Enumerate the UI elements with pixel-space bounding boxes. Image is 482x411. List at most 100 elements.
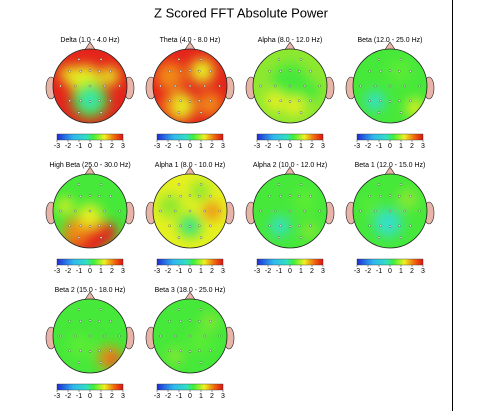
colorbar-tick-label: -2 bbox=[265, 143, 271, 150]
electrode bbox=[77, 111, 81, 114]
colorbar bbox=[256, 258, 324, 266]
electrode bbox=[118, 84, 121, 88]
electrode bbox=[268, 224, 271, 228]
electrode bbox=[88, 69, 92, 72]
field-blobs bbox=[362, 189, 418, 237]
colorbar bbox=[256, 133, 324, 141]
topo-map: Delta (1.0 - 4.0 Hz) -3 -2 -1 0 1 2 3 bbox=[45, 37, 135, 150]
colorbar-tick-label: 3 bbox=[421, 143, 425, 150]
electrode bbox=[118, 334, 121, 338]
electrode bbox=[59, 334, 62, 338]
electrode bbox=[203, 334, 207, 338]
electrode bbox=[199, 308, 203, 311]
colorbar-tick-label: 1 bbox=[299, 143, 303, 150]
electrode bbox=[209, 224, 212, 228]
field-blobs bbox=[60, 65, 119, 118]
electrode bbox=[198, 99, 201, 103]
electrode bbox=[309, 194, 312, 198]
colorbar-tick-label: 3 bbox=[221, 268, 225, 275]
electrode bbox=[98, 320, 101, 323]
field-blob bbox=[93, 221, 117, 245]
electrode bbox=[318, 84, 321, 88]
electrode bbox=[68, 194, 71, 198]
electrode bbox=[288, 100, 292, 103]
electrode bbox=[288, 84, 292, 88]
colorbar-tick-label: -1 bbox=[376, 143, 382, 150]
electrode bbox=[409, 224, 412, 228]
electrode bbox=[418, 209, 421, 213]
electrode bbox=[188, 225, 192, 228]
electrode bbox=[298, 194, 301, 198]
colorbar-tick-label: 1 bbox=[99, 268, 103, 275]
electrode bbox=[188, 209, 192, 213]
field-blobs bbox=[156, 59, 222, 120]
electrode bbox=[103, 84, 107, 88]
electrode bbox=[77, 236, 81, 239]
map-title: High Beta (25.0 - 30.0 Hz) bbox=[49, 162, 130, 169]
colorbar-tick-label: -3 bbox=[154, 268, 160, 275]
electrode bbox=[159, 84, 162, 88]
electrode bbox=[179, 320, 182, 323]
electrode bbox=[303, 209, 306, 213]
electrode bbox=[198, 69, 201, 73]
colorbar-tick-label: 0 bbox=[388, 268, 392, 275]
electrode bbox=[399, 236, 403, 239]
electrode bbox=[379, 194, 382, 198]
colorbar-tick-label: 2 bbox=[310, 143, 314, 150]
electrode bbox=[374, 84, 377, 88]
electrode bbox=[109, 224, 112, 228]
electrode bbox=[59, 209, 62, 213]
electrode bbox=[279, 224, 282, 228]
electrode bbox=[73, 84, 77, 88]
electrode bbox=[218, 334, 221, 338]
field-blobs bbox=[158, 181, 221, 238]
electrode bbox=[77, 308, 81, 311]
electrode bbox=[159, 209, 162, 213]
electrode bbox=[168, 99, 171, 103]
electrode bbox=[173, 209, 177, 213]
electrode bbox=[188, 350, 192, 353]
electrode bbox=[298, 99, 301, 103]
electrode bbox=[68, 349, 71, 352]
electrode bbox=[299, 111, 303, 114]
electrode bbox=[388, 225, 392, 228]
electrode bbox=[299, 58, 303, 61]
electrode bbox=[268, 194, 271, 198]
colorbar-tick-label: 3 bbox=[421, 268, 425, 275]
field-blob bbox=[158, 194, 182, 218]
head-outline bbox=[352, 173, 428, 249]
electrode bbox=[399, 183, 403, 186]
electrode bbox=[218, 209, 221, 213]
electrode bbox=[177, 236, 181, 239]
electrode bbox=[103, 209, 107, 213]
electrode bbox=[98, 349, 101, 352]
map-title: Beta (12.0 - 25.0 Hz) bbox=[358, 37, 423, 44]
field-blob bbox=[265, 91, 285, 111]
colorbar-tick-label: 0 bbox=[88, 143, 92, 150]
head-outline bbox=[252, 173, 328, 249]
electrode bbox=[99, 361, 103, 364]
electrode bbox=[279, 194, 282, 198]
electrode bbox=[168, 194, 171, 198]
colorbar-tick-label: 0 bbox=[188, 393, 192, 400]
electrode bbox=[299, 183, 303, 186]
electrode bbox=[188, 84, 192, 88]
field-blob bbox=[166, 92, 194, 120]
map-title: Beta 3 (18.0 - 25.0 Hz) bbox=[155, 287, 226, 294]
colorbar bbox=[156, 258, 224, 266]
head-outline bbox=[52, 298, 128, 374]
colorbar-tick-label: 1 bbox=[299, 268, 303, 275]
colorbar-tick-label: 2 bbox=[110, 393, 114, 400]
field-blob bbox=[203, 202, 221, 220]
colorbar-tick-label: 0 bbox=[88, 393, 92, 400]
electrode bbox=[368, 224, 371, 228]
electrode bbox=[168, 349, 171, 352]
electrode bbox=[203, 209, 207, 213]
colorbar bbox=[156, 133, 224, 141]
power-field bbox=[353, 174, 427, 248]
colorbar-tick-label: -2 bbox=[365, 268, 371, 275]
topo-map: High Beta (25.0 - 30.0 Hz) -3 -2 -1 0 1 2 3 bbox=[45, 162, 135, 275]
map-title: Beta 1 (12.0 - 15.0 Hz) bbox=[355, 162, 426, 169]
electrode bbox=[168, 320, 171, 323]
electrode bbox=[88, 225, 92, 228]
